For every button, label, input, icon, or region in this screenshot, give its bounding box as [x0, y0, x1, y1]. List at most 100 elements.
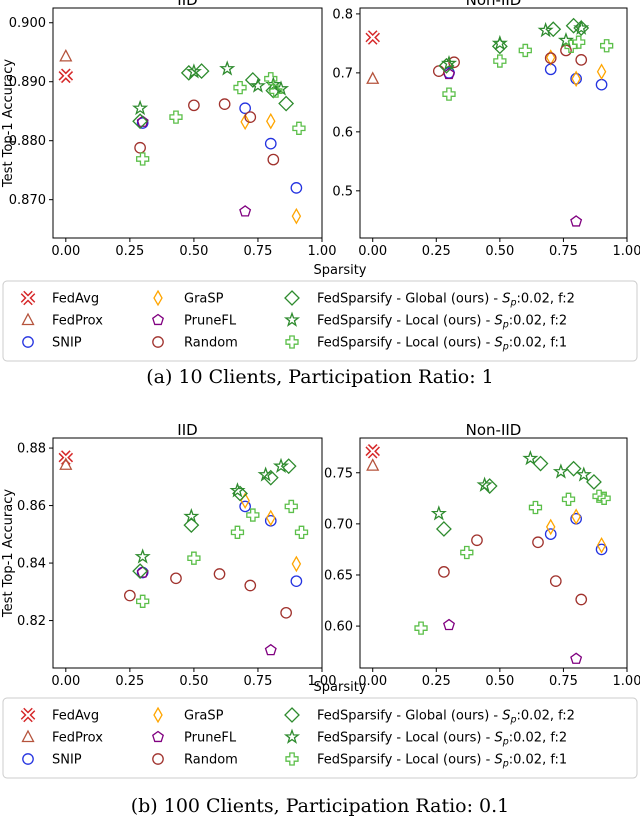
point-fedsparsifylocal1: [518, 43, 532, 58]
plot-frame: [359, 437, 628, 669]
legend-marker-prunefl: [152, 313, 164, 326]
point-grasp: [266, 509, 276, 527]
plot-frame: [52, 7, 323, 239]
legend-label: FedAvg: [52, 709, 99, 724]
y-axis-label: Test Top-1 Accuracy: [1, 489, 16, 618]
legend-a: FedAvg FedProx SNIP GraSP PruneFL Random FedSp…: [2, 280, 638, 362]
point-grasp: [571, 508, 581, 526]
point-prunefl: [570, 652, 583, 664]
point-random: [218, 98, 231, 110]
y-tick-label: 0.6: [332, 125, 353, 140]
point-snip: [136, 117, 149, 129]
point-random: [575, 54, 588, 66]
legend-marker-fedsparsifylocal1: [285, 752, 299, 766]
y-tick-label: 0.60: [324, 620, 353, 635]
point-fedsparsifylocal2: [537, 21, 554, 38]
point-random: [438, 566, 450, 578]
point-random: [560, 44, 572, 57]
point-fedavg: [58, 68, 74, 84]
point-fedsparsifylocal1: [136, 152, 150, 166]
legend-label: PruneFL: [184, 314, 237, 329]
legend-label: FedAvg: [52, 292, 99, 307]
x-tick-label: 0.00: [51, 674, 80, 689]
point-random: [244, 111, 257, 123]
point-fedsparsifyglobal: [565, 460, 582, 477]
point-random: [124, 589, 136, 602]
x-tick-label: 0.25: [422, 244, 451, 259]
legend-marker-snip: [22, 753, 34, 765]
point-fedsparsifylocal2: [575, 466, 592, 482]
point-prunefl: [443, 618, 455, 631]
legend-label: Random: [184, 336, 238, 351]
x-axis-label: Sparsity: [314, 680, 367, 695]
point-fedsparsifylocal2: [552, 463, 569, 479]
x-tick-label: 1.00: [308, 244, 337, 259]
y-tick-label: 0.870: [9, 193, 46, 208]
point-fedsparsifyglobal: [586, 474, 602, 490]
point-fedsparsifylocal1: [561, 492, 576, 506]
point-fedsparsifyglobal: [132, 113, 149, 130]
point-fedsparsifyglobal: [132, 563, 149, 580]
y-tick-label: 0.890: [9, 75, 46, 90]
point-grasp: [291, 555, 302, 573]
point-fedsparsifylocal2: [557, 31, 575, 48]
legend-label: FedSparsify - Local (ours) - Sp:0.02, f:…: [317, 314, 567, 331]
legend-label: GraSP: [184, 709, 224, 724]
legend-label: FedSparsify - Local (ours) - Sp:0.02, f:…: [317, 753, 567, 770]
point-random: [244, 579, 257, 592]
x-tick-label: 0.25: [115, 674, 144, 689]
plot-frame: [52, 437, 323, 669]
point-fedsparsifylocal1: [292, 121, 306, 135]
point-grasp: [596, 63, 607, 81]
point-snip: [239, 102, 251, 115]
legend-label: SNIP: [52, 753, 82, 768]
legend-marker-random: [152, 753, 164, 765]
legend-marker-fedprox: [21, 312, 35, 326]
point-fedsparsifyglobal: [435, 521, 452, 537]
point-grasp: [266, 112, 276, 130]
x-tick-label: 1.00: [613, 674, 640, 689]
point-grasp: [545, 49, 556, 66]
point-random: [549, 575, 562, 587]
point-random: [532, 536, 544, 549]
y-tick-label: 0.880: [9, 134, 46, 149]
x-tick-label: 0.50: [179, 244, 208, 259]
legend-marker-snip: [22, 336, 34, 348]
y-tick-label: 0.70: [324, 517, 353, 532]
x-tick-label: 0.00: [358, 244, 387, 259]
point-fedsparsifylocal2: [476, 476, 493, 492]
point-snip: [290, 182, 303, 194]
point-fedsparsifyglobal: [193, 63, 210, 80]
point-fedsparsifylocal1: [414, 621, 428, 635]
point-fedprox: [59, 48, 73, 62]
point-fedsparsifylocal1: [597, 491, 611, 505]
legend-marker-fedprox: [21, 729, 35, 743]
point-snip: [239, 500, 251, 513]
y-tick-label: 0.75: [324, 466, 353, 481]
point-fedsparsifylocal1: [600, 39, 614, 53]
point-fedsparsifylocal1: [592, 489, 606, 503]
plot-frame: [359, 7, 628, 239]
point-fedsparsifyglobal: [262, 469, 279, 486]
point-random: [188, 99, 200, 112]
point-snip: [544, 528, 557, 540]
point-fedsparsifylocal1: [442, 87, 456, 101]
point-random: [575, 593, 588, 606]
y-axis-label: Test Top-1 Accuracy: [1, 59, 16, 188]
legend-marker-fedavg: [20, 290, 36, 306]
chart-b-iid: IID 0.00 0.25 0.50 0.75 1.00 0.82 0.84 0.86 0.88 S…: [1, 421, 367, 695]
x-tick-label: 0.00: [51, 244, 80, 259]
point-fedsparsifylocal2: [272, 80, 290, 96]
point-fedsparsifylocal2: [272, 457, 290, 474]
point-fedsparsifyglobal: [491, 38, 508, 55]
legend-marker-random: [152, 336, 164, 348]
point-fedsparsifyglobal: [438, 57, 455, 74]
chart-a-noniid: Non-IID 0.00 0.25 0.50 0.75 1.00 0.5 0.6 0.7 0.8: [332, 0, 640, 259]
legend-marker-prunefl: [152, 730, 164, 743]
point-snip: [595, 543, 608, 556]
point-prunefl: [570, 215, 583, 227]
chart-b-noniid: Non-IID 0.00 0.25 0.50 0.75 1.00 0.60 0.65 0.70 0…: [324, 421, 640, 689]
point-fedsparsifylocal1: [493, 54, 507, 68]
point-fedsparsifylocal2: [229, 482, 246, 498]
point-fedprox: [59, 457, 73, 470]
